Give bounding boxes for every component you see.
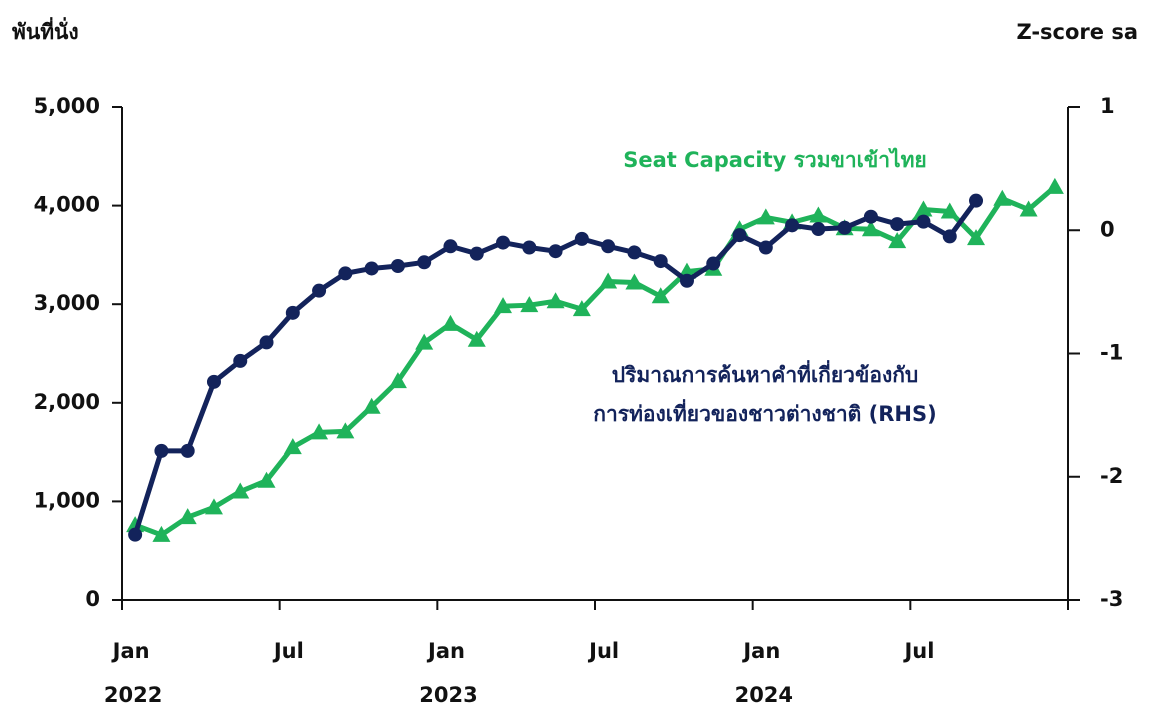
y2-tick-label: -2 xyxy=(1100,464,1123,488)
marker xyxy=(469,246,484,261)
marker xyxy=(1045,177,1064,194)
y2-tick-label: -1 xyxy=(1100,341,1123,365)
x-tick-label: Jan xyxy=(111,639,150,663)
marker xyxy=(178,508,197,525)
marker xyxy=(758,240,773,255)
marker xyxy=(336,422,355,439)
marker xyxy=(152,525,171,542)
series-line xyxy=(134,184,1057,538)
marker xyxy=(679,273,694,288)
marker xyxy=(627,245,642,260)
marker xyxy=(993,189,1012,206)
marker xyxy=(233,353,248,368)
marker xyxy=(572,300,591,317)
x-group-label: 2023 xyxy=(419,683,477,707)
marker xyxy=(231,482,250,499)
marker xyxy=(312,283,327,298)
marker xyxy=(522,240,537,255)
marker xyxy=(916,214,931,229)
marker xyxy=(310,423,329,440)
marker xyxy=(338,266,353,281)
marker xyxy=(706,256,721,271)
marker xyxy=(599,272,618,289)
y-tick-label: 5,000 xyxy=(34,94,100,118)
y-tick-label: 2,000 xyxy=(34,390,100,414)
annotation: การท่องเที่ยวของชาวต่างชาติ (RHS) xyxy=(593,398,936,426)
y2-tick-label: -3 xyxy=(1100,587,1123,611)
marker xyxy=(128,527,143,542)
marker xyxy=(914,200,933,217)
marker xyxy=(863,209,878,224)
y-tick-label: 4,000 xyxy=(34,193,100,217)
marker xyxy=(257,471,276,488)
marker xyxy=(388,372,407,389)
marker xyxy=(496,235,511,250)
marker xyxy=(811,222,826,237)
annotation: Seat Capacity รวมขาเข้าไทย xyxy=(623,147,926,172)
marker xyxy=(206,374,221,389)
y2-axis-label: Z-score sa xyxy=(1016,20,1138,44)
annotation: ปริมาณการค้นหาคำที่เกี่ยวข้องกับ xyxy=(612,359,919,387)
marker xyxy=(283,438,302,455)
marker xyxy=(154,443,169,458)
x-group-label: 2022 xyxy=(104,683,162,707)
marker xyxy=(546,292,565,309)
x-tick-label: Jul xyxy=(902,639,934,663)
marker xyxy=(443,239,458,254)
x-tick-label: Jan xyxy=(426,639,465,663)
marker xyxy=(890,217,905,232)
marker xyxy=(942,229,957,244)
marker xyxy=(625,273,644,290)
marker xyxy=(415,333,434,350)
x-tick-label: Jan xyxy=(741,639,780,663)
marker xyxy=(417,255,432,270)
marker xyxy=(732,228,747,243)
marker xyxy=(756,208,775,225)
marker xyxy=(888,232,907,249)
marker xyxy=(967,229,986,246)
y2-tick-label: 1 xyxy=(1100,94,1115,118)
x-group-label: 2024 xyxy=(735,683,793,707)
x-tick-label: Jul xyxy=(587,639,619,663)
marker xyxy=(180,443,195,458)
x-tick-label: Jul xyxy=(272,639,304,663)
marker xyxy=(653,254,668,269)
marker xyxy=(259,335,274,350)
marker xyxy=(520,296,539,313)
marker xyxy=(441,314,460,331)
marker xyxy=(362,397,381,414)
marker xyxy=(467,330,486,347)
y-axis-label: พันที่นั่ง xyxy=(12,16,79,44)
marker xyxy=(651,287,670,304)
marker xyxy=(809,206,828,223)
marker xyxy=(785,218,800,233)
marker xyxy=(861,220,880,237)
marker xyxy=(1019,200,1038,217)
marker xyxy=(574,231,589,246)
marker xyxy=(837,220,852,235)
marker xyxy=(285,305,300,320)
marker xyxy=(601,239,616,254)
marker xyxy=(940,202,959,219)
marker xyxy=(969,193,984,208)
y-tick-label: 3,000 xyxy=(34,291,100,315)
marker xyxy=(204,498,223,515)
marker xyxy=(548,244,563,259)
y2-tick-label: 0 xyxy=(1100,217,1115,241)
y-tick-label: 0 xyxy=(85,587,100,611)
marker xyxy=(390,258,405,273)
marker xyxy=(364,261,379,276)
marker xyxy=(494,297,513,314)
y-tick-label: 1,000 xyxy=(34,488,100,512)
